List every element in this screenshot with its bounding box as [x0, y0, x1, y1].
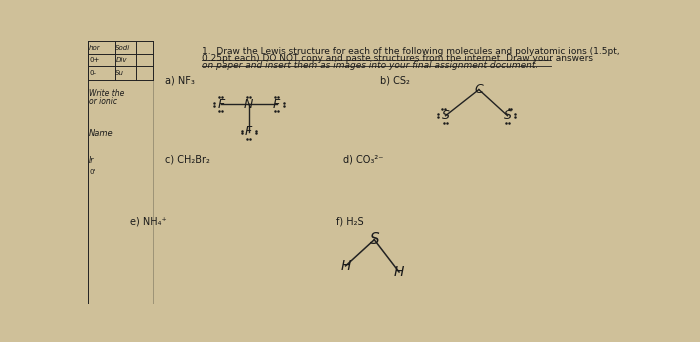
Text: b) CS₂: b) CS₂	[381, 76, 410, 86]
Text: Sodi: Sodi	[116, 45, 131, 51]
Text: S: S	[370, 232, 379, 247]
Text: 0.25pt each) DO NOT copy and paste structures from the internet. Draw your answe: 0.25pt each) DO NOT copy and paste struc…	[202, 54, 593, 63]
Text: 1.  Draw the Lewis structure for each of the following molecules and polyatomic : 1. Draw the Lewis structure for each of …	[202, 47, 620, 56]
Text: e) NH₄⁺: e) NH₄⁺	[130, 216, 167, 227]
Text: d) CO₃²⁻: d) CO₃²⁻	[343, 155, 384, 165]
Text: S: S	[442, 109, 449, 122]
Text: Su: Su	[116, 70, 125, 76]
Text: F: F	[245, 126, 252, 139]
Text: 0+: 0+	[89, 57, 99, 63]
Text: S: S	[503, 109, 512, 122]
Text: Name: Name	[89, 129, 113, 138]
Text: F: F	[217, 98, 225, 111]
Text: F: F	[273, 98, 280, 111]
Text: or ionic: or ionic	[89, 96, 117, 106]
Text: H: H	[340, 259, 351, 273]
Text: Div: Div	[116, 57, 127, 63]
Text: on paper and insert them as images into your final assignment document.: on paper and insert them as images into …	[202, 61, 538, 70]
Text: Ir: Ir	[89, 156, 95, 165]
Text: f) H₂S: f) H₂S	[335, 216, 363, 227]
Text: H: H	[394, 265, 404, 279]
Text: C: C	[475, 83, 483, 96]
Text: c) CH₂Br₂: c) CH₂Br₂	[165, 155, 210, 165]
Text: a) NF₃: a) NF₃	[165, 76, 195, 86]
Text: 0': 0'	[89, 169, 95, 175]
Text: hor: hor	[89, 45, 101, 51]
Text: N: N	[244, 98, 253, 111]
Text: 0-: 0-	[89, 70, 96, 76]
Text: Write the: Write the	[89, 89, 125, 98]
